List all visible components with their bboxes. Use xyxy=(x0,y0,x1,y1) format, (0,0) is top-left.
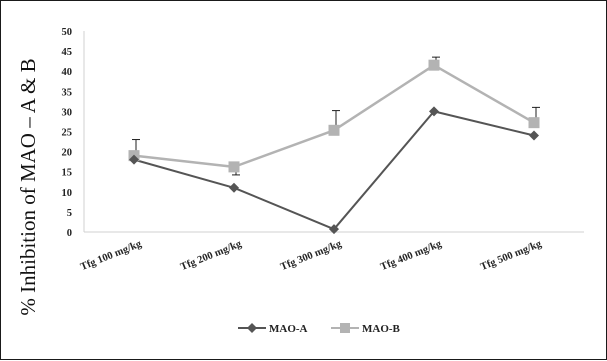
data-point-mao-a xyxy=(529,130,539,141)
data-point-mao-b xyxy=(428,59,440,71)
data-point-mao-a xyxy=(329,224,339,235)
data-point-mao-b xyxy=(528,117,540,129)
x-tick-label: Tfg 400 mg/kg xyxy=(379,238,444,273)
error-bars xyxy=(132,56,540,176)
legend: MAO-A MAO-B xyxy=(238,323,401,335)
legend-label-mao-b: MAO-B xyxy=(362,323,401,335)
data-point-mao-a xyxy=(229,182,239,193)
series-lines xyxy=(133,63,535,231)
y-tick-label: 30 xyxy=(62,107,73,118)
y-axis-label: % Inhibition of MAO – A & B xyxy=(16,58,40,315)
legend-label-mao-a: MAO-A xyxy=(269,323,308,335)
y-tick-label: 25 xyxy=(62,128,73,139)
x-tick-label: Tfg 100 mg/kg xyxy=(79,238,144,273)
y-tick-label: 50 xyxy=(62,27,73,38)
data-point-mao-b xyxy=(228,161,240,173)
data-point-mao-a xyxy=(429,106,439,117)
series-markers xyxy=(128,59,540,235)
series-line-mao-b xyxy=(133,63,535,169)
y-tick-label: 15 xyxy=(62,168,73,179)
y-tick-labels: 0 5 10 15 20 25 30 35 40 45 50 xyxy=(62,27,73,239)
legend-marker-mao-b xyxy=(340,323,350,333)
y-tick-label: 35 xyxy=(62,87,73,98)
data-point-mao-a xyxy=(129,154,139,165)
data-point-mao-b xyxy=(328,124,340,136)
y-tick-label: 45 xyxy=(62,47,73,58)
y-tick-label: 20 xyxy=(62,148,73,159)
y-tick-label: 40 xyxy=(62,67,73,78)
legend-marker-mao-a xyxy=(247,323,257,333)
x-tick-labels: Tfg 100 mg/kg Tfg 200 mg/kg Tfg 300 mg/kg T… xyxy=(79,238,544,273)
y-tick-label: 10 xyxy=(62,188,73,199)
x-tick-label: Tfg 500 mg/kg xyxy=(479,238,544,273)
y-tick-label: 0 xyxy=(67,228,72,239)
x-tick-label: Tfg 300 mg/kg xyxy=(279,238,344,273)
x-tick-label: Tfg 200 mg/kg xyxy=(179,238,244,273)
y-tick-label: 5 xyxy=(67,208,72,219)
